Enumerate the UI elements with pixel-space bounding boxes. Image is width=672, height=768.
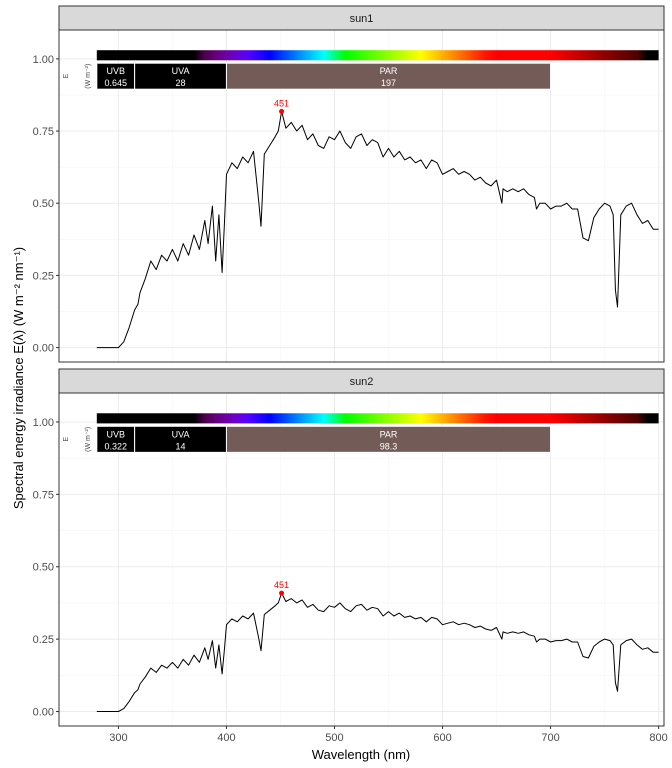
y-tick-label: 0.25: [33, 634, 54, 646]
x-tick-label: 300: [109, 732, 127, 744]
facet-strip: [58, 368, 665, 394]
y-tick-label: 0.50: [33, 198, 54, 210]
band-value-uva: 28: [176, 78, 186, 88]
band-unit-title: E: [63, 74, 70, 79]
facet-panel-sun2: sun2 UVB 0.322 UVA 14 PAR 98.3 E (W m⁻²) 451 0.00 0…: [33, 368, 668, 744]
band-value-uvb: 0.322: [104, 441, 127, 451]
band-name-uvb: UVB: [106, 66, 125, 76]
facet-strip: [58, 5, 665, 31]
band-box-uvb: [96, 62, 136, 90]
panel-border: [58, 29, 665, 363]
x-tick-label: 800: [649, 732, 667, 744]
band-unit-label: (W m⁻²): [85, 427, 92, 452]
band-box-uva: [134, 425, 227, 453]
x-tick-label: 600: [433, 732, 451, 744]
x-tick-label: 500: [325, 732, 343, 744]
series-line: [96, 110, 659, 349]
series-line: [96, 592, 659, 712]
facet-panels: sun1 UVB 0.645 UVA 28 PAR 197 E (W m⁻²) 451 0.00 0.…: [33, 5, 668, 744]
x-axis-title: Wavelength (nm): [312, 747, 411, 762]
y-tick-label: 0.00: [33, 707, 54, 719]
band-name-uva: UVA: [172, 66, 190, 76]
y-tick-label: 0.50: [33, 562, 54, 574]
band-value-par: 98.3: [380, 441, 398, 451]
facet-panel-sun1: sun1 UVB 0.645 UVA 28 PAR 197 E (W m⁻²) 451 0.00 0.…: [33, 5, 665, 363]
peak-point: [279, 108, 285, 114]
band-box-uva: [134, 62, 227, 90]
peak-label: 451: [274, 580, 289, 590]
facet-strip-label: sun2: [350, 376, 374, 388]
y-tick-label: 0.75: [33, 126, 54, 138]
y-axis-title: Spectral energy irradiance E(λ) (W m⁻² n…: [11, 247, 26, 509]
band-name-par: PAR: [380, 429, 398, 439]
y-tick-label: 0.25: [33, 270, 54, 282]
spectrum-color-bar: [96, 50, 659, 61]
band-box-uvb: [96, 425, 136, 453]
band-unit-title: E: [63, 437, 70, 442]
peak-label: 451: [274, 98, 289, 108]
band-box-par: [225, 425, 552, 453]
y-tick-label: 1.00: [33, 54, 54, 66]
band-value-uva: 14: [176, 441, 186, 451]
spectrum-color-bar: [96, 413, 659, 424]
y-tick-label: 1.00: [33, 417, 54, 429]
band-name-par: PAR: [380, 66, 398, 76]
x-tick-label: 400: [217, 732, 235, 744]
panel-border: [58, 392, 665, 727]
x-tick-label: 700: [541, 732, 559, 744]
peak-point: [279, 590, 285, 596]
y-tick-label: 0.00: [33, 343, 54, 355]
facet-strip-label: sun1: [350, 13, 374, 25]
band-box-par: [225, 62, 552, 90]
y-tick-label: 0.75: [33, 489, 54, 501]
band-name-uva: UVA: [172, 429, 190, 439]
band-value-uvb: 0.645: [104, 78, 127, 88]
band-name-uvb: UVB: [106, 429, 125, 439]
band-unit-label: (W m⁻²): [85, 64, 92, 89]
band-value-par: 197: [381, 78, 396, 88]
